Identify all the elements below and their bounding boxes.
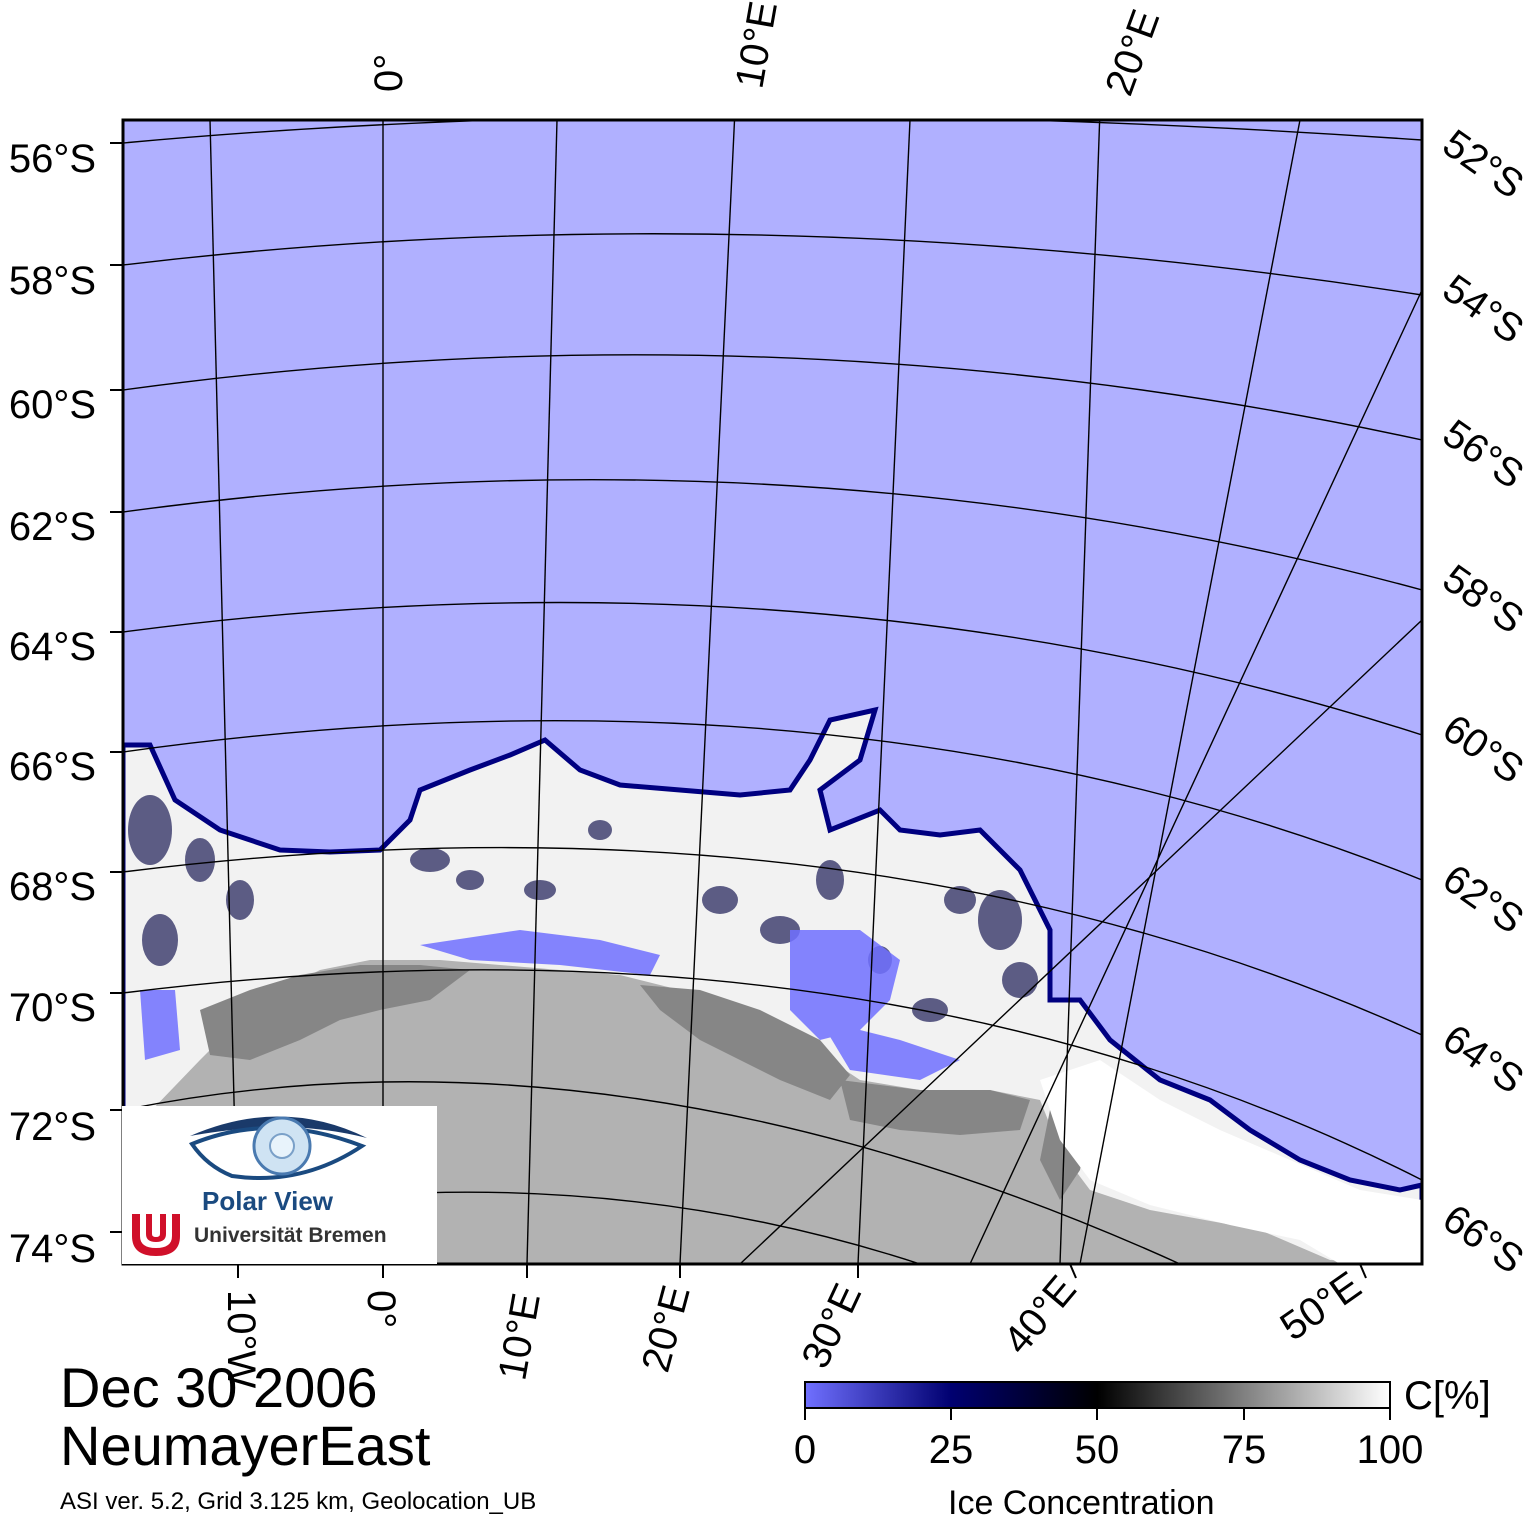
lon-label: 50°E [1273,1263,1370,1349]
colorbar-unit: C[%] [1404,1374,1491,1418]
graticule-meridians [209,120,1422,1264]
lon-labels-bottom: 10°W 0° 10°E 20°E 30°E 40°E 50°E [219,1263,1369,1388]
bremen-u-icon [132,1214,180,1256]
lon-label: 10°W [219,1290,263,1388]
lat-label: 66°S [9,745,96,789]
lat-label: 72°S [9,1105,96,1149]
lon-label: 40°E [995,1268,1085,1363]
lat-label: 66°S [1435,1196,1532,1282]
map-frame [121,118,1424,1266]
lat-label: 62°S [9,505,96,549]
lon-label: 10°E [728,0,786,92]
region-name: NeumayerEast [60,1414,431,1477]
colorbar-tick-label: 75 [1221,1428,1267,1472]
colorbar-tick-label: 50 [1074,1428,1120,1472]
colorbar [804,1381,1391,1409]
lat-label: 60°S [1435,706,1532,792]
lat-label: 68°S [9,865,96,909]
lat-label: 58°S [1435,556,1532,642]
lon-label: 0° [367,54,411,92]
colorbar-tick-label: 0 [793,1428,817,1472]
colorbar-title: Ice Concentration [948,1484,1215,1522]
lon-label: 20°E [634,1281,699,1377]
lat-label: 64°S [1435,1016,1532,1102]
lon-label: 20°E [1097,4,1168,101]
colorbar-tick-label: 25 [928,1428,974,1472]
lat-label: 70°S [9,986,96,1030]
map-area [123,120,1422,1264]
fast-ice [1040,1060,1422,1264]
polar-view-logo: Polar View Universität Bremen [122,1106,437,1264]
antarctic-land [123,960,1400,1264]
lon-label: 10°E [490,1290,548,1383]
lat-label: 56°S [9,137,96,181]
lat-label: 52°S [1435,121,1532,207]
frame-ticks [110,142,1367,1279]
lon-label: 0° [359,1290,403,1328]
colorbar-ticks [804,1408,1391,1420]
lat-label: 62°S [1435,856,1532,942]
lat-label: 58°S [9,259,96,303]
eye-icon [188,1116,367,1180]
lat-label: 64°S [9,625,96,669]
colorbar-tick-label: 100 [1356,1428,1424,1472]
lon-label: 30°E [793,1277,870,1375]
map-date: Dec 30 2006 [60,1356,378,1419]
ice-leads [140,930,960,1080]
lon-labels-top: 0° 10°E 20°E [367,0,1168,101]
lat-label: 74°S [9,1227,96,1271]
logo-institution: Universität Bremen [194,1224,387,1247]
lat-labels-right: 52°S 54°S 56°S 58°S 60°S 62°S 64°S 66°S [1435,121,1532,1282]
graticule-parallels [123,120,1422,1264]
lat-labels-left: 56°S 58°S 60°S 62°S 64°S 66°S 68°S 70°S … [9,137,96,1271]
lat-label: 60°S [9,383,96,427]
product-info: ASI ver. 5.2, Grid 3.125 km, Geolocation… [60,1488,537,1515]
logo-name: Polar View [202,1186,334,1216]
lat-label: 54°S [1435,266,1532,352]
lat-label: 56°S [1435,411,1532,497]
